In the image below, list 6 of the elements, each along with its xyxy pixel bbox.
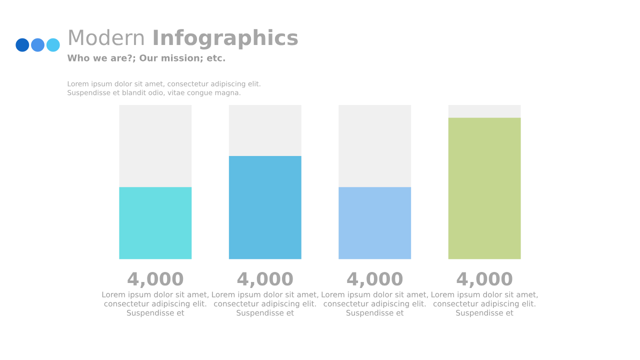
chart-title: Modern Infographics: [69, 29, 298, 50]
text: 4,000: [237, 272, 293, 288]
text: 4,000: [128, 272, 184, 288]
text: 4,000: [347, 272, 403, 288]
text: 4,000: [456, 272, 512, 288]
chart-subtitle: Who we are?; Our mission; etc.: [67, 54, 225, 62]
